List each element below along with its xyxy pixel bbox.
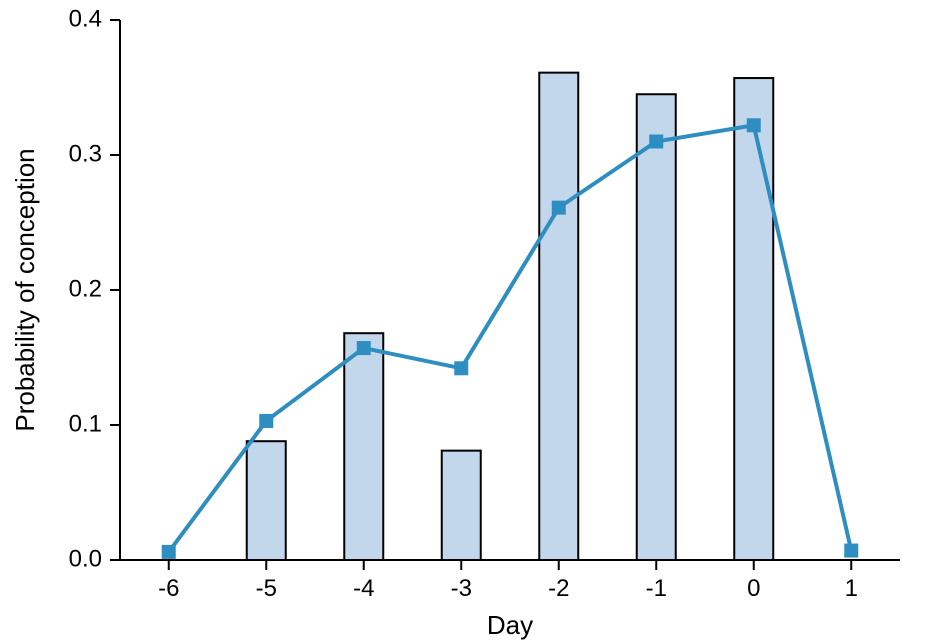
bar	[637, 94, 676, 560]
y-tick-label: 0.1	[69, 410, 102, 437]
x-tick-label: 1	[845, 575, 858, 602]
x-tick-label: -6	[158, 575, 179, 602]
bar	[734, 78, 773, 560]
line-marker	[650, 136, 662, 148]
bar	[344, 333, 383, 560]
line-marker	[553, 202, 565, 214]
axes: 0.0 0.1 0.2 0.3 0.4 -6 -5 -4 -3 -2 -1 0 1	[69, 5, 900, 602]
line-marker	[845, 545, 857, 557]
x-tick-label: -4	[353, 575, 374, 602]
bar	[247, 441, 286, 560]
line-marker	[358, 342, 370, 354]
bar	[539, 73, 578, 560]
y-tick-label: 0.0	[69, 545, 102, 572]
y-tick-label: 0.3	[69, 140, 102, 167]
x-tick-label: -1	[646, 575, 667, 602]
bar-series	[247, 73, 774, 560]
y-axis-label: Probability of conception	[10, 148, 40, 431]
line-marker	[163, 546, 175, 558]
x-axis-label: Day	[487, 610, 533, 640]
x-tick-label: -3	[451, 575, 472, 602]
bar	[442, 451, 481, 560]
x-tick-label: 0	[747, 575, 760, 602]
y-tick-label: 0.4	[69, 5, 102, 32]
x-tick-label: -2	[548, 575, 569, 602]
x-tick-label: -5	[256, 575, 277, 602]
conception-chart: 0.0 0.1 0.2 0.3 0.4 -6 -5 -4 -3 -2 -1 0 1 Day Probabi…	[0, 0, 939, 644]
line-marker	[748, 119, 760, 131]
y-tick-label: 0.2	[69, 275, 102, 302]
line-marker	[260, 415, 272, 427]
line-marker	[455, 362, 467, 374]
